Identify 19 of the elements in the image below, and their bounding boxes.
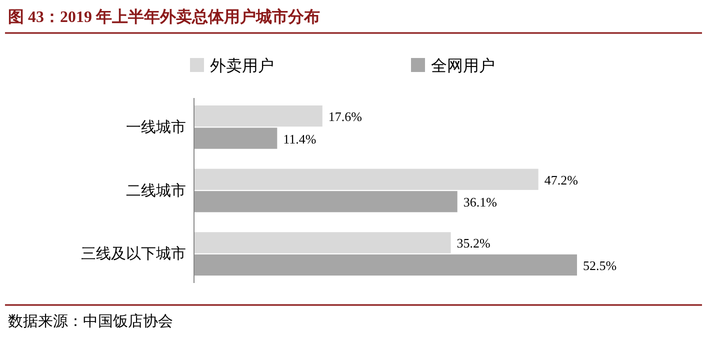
- data-label: 11.4%: [283, 131, 316, 146]
- bar: [194, 105, 322, 127]
- data-label: 47.2%: [544, 172, 578, 188]
- y-tick-label: 一线城市: [126, 118, 186, 136]
- chart-title: 图 43：2019 年上半年外卖总体用户城市分布: [8, 8, 320, 26]
- bar: [194, 191, 458, 212]
- data-label: 52.5%: [583, 258, 617, 273]
- bar: [194, 128, 278, 149]
- data-label: 36.1%: [463, 194, 498, 210]
- source-note: 数据来源：中国饭店协会: [8, 313, 173, 330]
- legend-label: 外卖用户: [210, 57, 274, 75]
- data-label: 35.2%: [456, 236, 491, 251]
- y-tick-label: 二线城市: [126, 182, 186, 200]
- legend-label: 全网用户: [431, 57, 495, 75]
- data-label: 17.6%: [328, 109, 362, 124]
- bar: [194, 168, 538, 190]
- bar: [194, 232, 451, 254]
- y-tick-label: 三线及以下城市: [81, 246, 186, 263]
- bar: [194, 254, 577, 276]
